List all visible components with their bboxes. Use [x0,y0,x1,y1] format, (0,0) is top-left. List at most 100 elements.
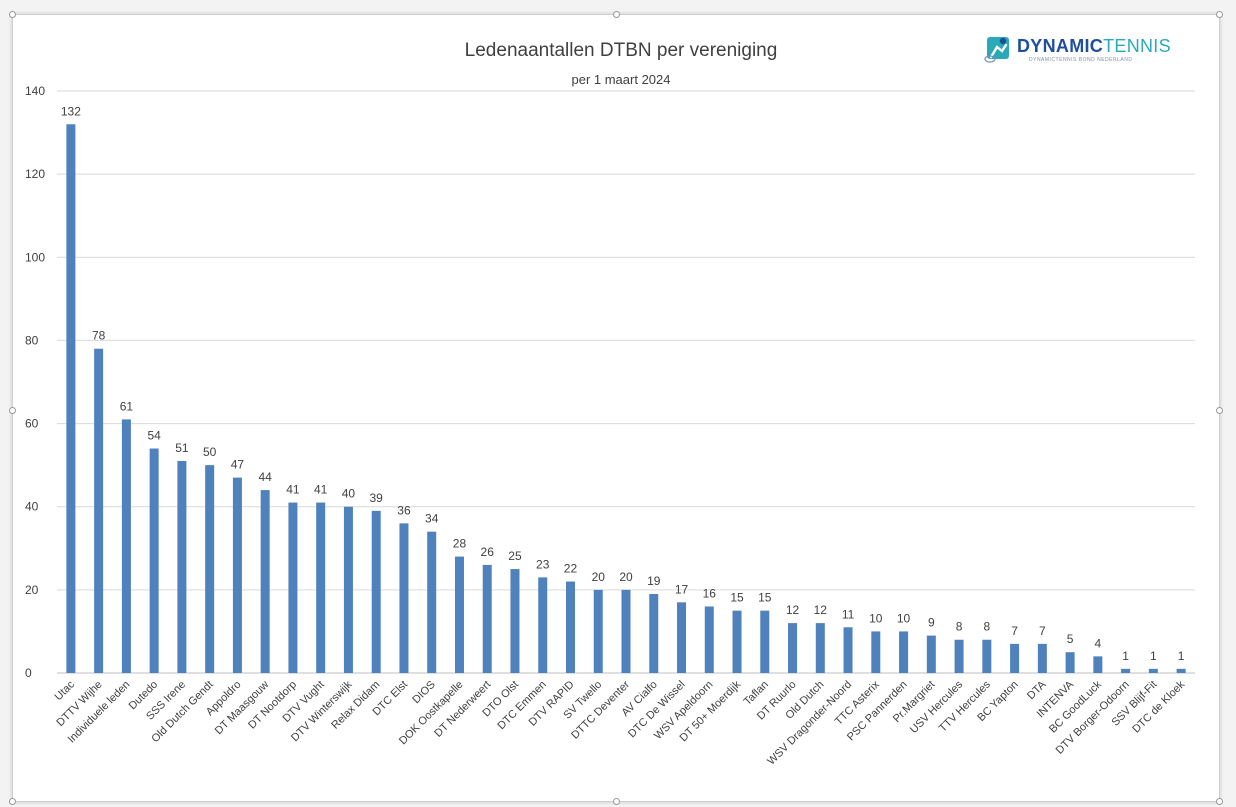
chart-area[interactable]: 0 20 40 60 80 100 120 140 132 78 61 54 51 50 47 44 41 41… [9,11,1223,805]
data-label: 20 [619,570,633,584]
resize-handle-bottom-left[interactable] [9,798,16,805]
data-label: 10 [897,611,911,625]
data-label: 28 [453,537,467,551]
bar[interactable] [205,465,215,673]
bar[interactable] [316,502,326,673]
y-tick-label: 0 [25,666,32,680]
data-label: 11 [842,607,855,621]
data-label: 1 [1150,649,1157,663]
bar[interactable] [510,569,520,673]
data-label: 15 [758,591,772,605]
bar[interactable] [427,531,437,673]
bar[interactable] [593,589,603,673]
bar[interactable] [649,594,659,673]
bar[interactable] [1093,656,1103,673]
data-label: 17 [675,582,689,596]
bar[interactable] [538,577,548,673]
data-label: 4 [1095,636,1102,650]
bar[interactable] [399,523,409,673]
data-label: 1 [1178,649,1185,663]
y-tick-label: 120 [25,167,45,181]
y-tick-label: 100 [25,250,45,264]
bar[interactable] [677,602,687,673]
bar[interactable] [1065,652,1075,673]
y-tick-label: 60 [25,417,39,431]
bar[interactable] [260,490,270,673]
bar[interactable] [788,623,798,673]
bar[interactable] [565,581,575,673]
bar[interactable] [871,631,881,673]
data-label: 41 [314,483,328,497]
tennis-player-icon [984,37,1009,63]
chart-title: Ledenaantallen DTBN per vereniging [465,40,778,61]
logo: DYNAMICTENNIS DYNAMICTENNIS BOND NEDERLA… [984,36,1171,63]
bar[interactable] [149,448,159,673]
bar[interactable] [66,124,76,673]
bar[interactable] [343,506,353,673]
bar[interactable] [371,510,381,673]
resize-handle-left[interactable] [9,407,16,414]
data-label: 9 [928,616,935,630]
bar[interactable] [1037,643,1047,673]
data-label: 39 [370,491,384,505]
bar[interactable] [760,610,770,673]
bar[interactable] [232,477,242,673]
bar[interactable] [926,635,936,673]
data-label: 41 [286,483,300,497]
data-label: 12 [786,603,800,617]
bar[interactable] [621,589,631,673]
x-category-label: Utac [53,678,78,703]
bar[interactable] [1148,668,1158,673]
data-label: 15 [730,591,744,605]
resize-handle-top-left[interactable] [9,11,16,18]
bar[interactable] [982,639,992,673]
resize-handle-bottom-right[interactable] [1216,798,1223,805]
data-label: 12 [814,603,828,617]
resize-handle-top[interactable] [613,11,620,18]
bar[interactable] [1176,668,1186,673]
resize-handle-right[interactable] [1216,407,1223,414]
data-label: 25 [508,549,522,563]
bar[interactable] [454,556,464,673]
bar[interactable] [732,610,742,673]
data-label: 50 [203,445,217,459]
data-label: 8 [956,620,963,634]
bar[interactable] [954,639,964,673]
gridlines [57,90,1195,674]
bar[interactable] [899,631,909,673]
bar[interactable] [288,502,298,673]
data-label: 36 [397,503,411,517]
y-tick-label: 80 [25,333,39,347]
resize-handle-top-right[interactable] [1216,11,1223,18]
data-label: 20 [592,570,606,584]
bar[interactable] [815,623,825,673]
bar[interactable] [121,419,131,673]
bar[interactable] [482,564,492,673]
bar[interactable] [1121,668,1131,673]
logo-text: DYNAMICTENNIS [1017,36,1171,56]
bar[interactable] [94,348,104,673]
bar[interactable] [1010,643,1020,673]
bar[interactable] [177,460,187,673]
data-label: 26 [481,545,495,559]
data-label: 51 [175,441,189,455]
y-tick-label: 40 [25,500,39,514]
data-label: 7 [1011,624,1018,638]
resize-handle-bottom[interactable] [613,798,620,805]
logo-subtext: DYNAMICTENNIS BOND NEDERLAND [1029,57,1132,63]
data-label: 23 [536,557,550,571]
y-axis-ticks: 0 20 40 60 80 100 120 140 [25,84,45,680]
data-label: 78 [92,329,106,343]
chart-subtitle: per 1 maart 2024 [571,72,670,87]
data-label: 19 [647,574,661,588]
data-label: 54 [147,429,161,443]
data-label: 10 [869,611,883,625]
y-tick-label: 140 [25,84,45,98]
data-label: 8 [983,620,990,634]
bar[interactable] [704,606,714,673]
bar[interactable] [843,627,853,673]
data-label: 44 [258,470,272,484]
